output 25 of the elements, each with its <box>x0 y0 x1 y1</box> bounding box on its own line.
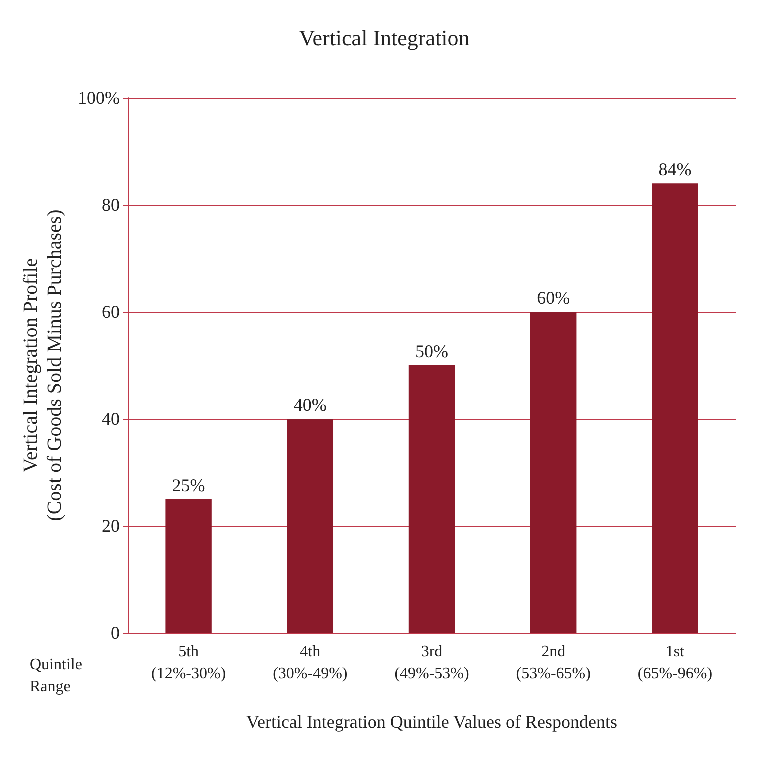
x-axis-title: Vertical Integration Quintile Values of Respondents <box>246 712 618 732</box>
y-tick-label: 40 <box>102 409 120 429</box>
bar <box>287 419 334 633</box>
data-label: 25% <box>172 475 206 496</box>
bar <box>408 366 456 633</box>
y-tick-label: 100% <box>78 88 120 108</box>
y-tick-label: 80 <box>102 195 120 215</box>
text: Quintile Range <box>30 656 82 696</box>
y-axis-title: Vertical Integration Profile (Cost of Goods Sold Minus Purchases) <box>20 210 66 522</box>
data-label: 50% <box>416 342 448 362</box>
x-tick-label: 5th (12%-30%) <box>151 644 226 682</box>
data-label: 60% <box>537 288 570 308</box>
data-label: 40% <box>294 395 327 415</box>
bar <box>652 184 698 633</box>
x-tick-label: 2nd (53%-65%) <box>516 644 591 682</box>
x-tick-label: 3rd (49%-53%) <box>394 644 470 682</box>
x-tick-label: 4th (30%-49%) <box>273 644 348 682</box>
bar <box>166 499 212 633</box>
chart-title: Vertical Integration <box>299 26 470 50</box>
x-tick-label: 1st (65%-96%) <box>638 644 713 682</box>
y-tick-label: 60 <box>102 302 120 322</box>
bar <box>530 312 577 633</box>
y-tick-label: 20 <box>102 516 120 536</box>
y-tick-label: 0 <box>111 623 120 643</box>
data-label: 84% <box>658 160 692 180</box>
